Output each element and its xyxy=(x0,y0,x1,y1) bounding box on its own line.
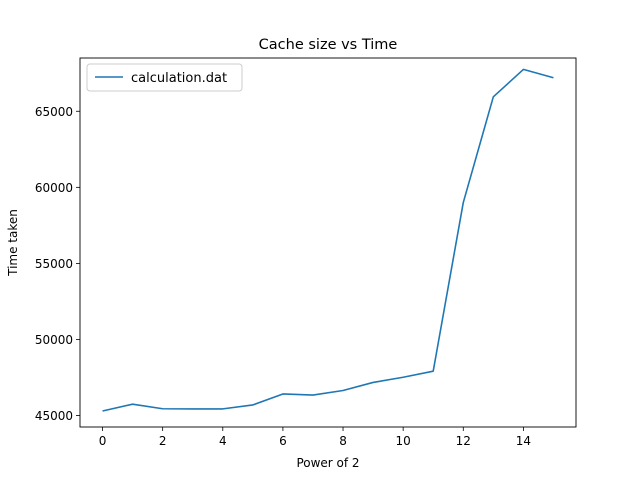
y-tick-label: 65000 xyxy=(35,105,73,119)
x-tick-label: 12 xyxy=(456,434,471,448)
legend-box xyxy=(86,63,243,92)
y-tick-label: 45000 xyxy=(35,409,73,423)
x-tick-label: 4 xyxy=(219,434,227,448)
x-axis-label: Power of 2 xyxy=(296,456,359,470)
x-tick-label: 2 xyxy=(159,434,167,448)
y-axis-label: Time taken xyxy=(6,209,20,277)
legend-label: calculation.dat xyxy=(131,71,227,86)
x-tick-label: 14 xyxy=(516,434,531,448)
chart-title: Cache size vs Time xyxy=(259,37,398,53)
axes-frame xyxy=(79,57,577,428)
y-tick-label: 55000 xyxy=(35,257,73,271)
x-tick-label: 10 xyxy=(396,434,411,448)
x-tick-label: 6 xyxy=(279,434,287,448)
y-tick-label: 60000 xyxy=(35,181,73,195)
x-tick-label: 0 xyxy=(99,434,107,448)
x-tick-label: 8 xyxy=(339,434,347,448)
series-layer xyxy=(102,68,554,412)
axes-layer: 0 2 4 6 8 10 12 14 45000 50000 55000 60000 65000 xyxy=(35,57,577,448)
plot-area xyxy=(80,58,576,427)
y-tick-label: 50000 xyxy=(35,333,73,347)
series-line-0 xyxy=(102,68,554,412)
legend: calculation.dat xyxy=(86,63,243,92)
